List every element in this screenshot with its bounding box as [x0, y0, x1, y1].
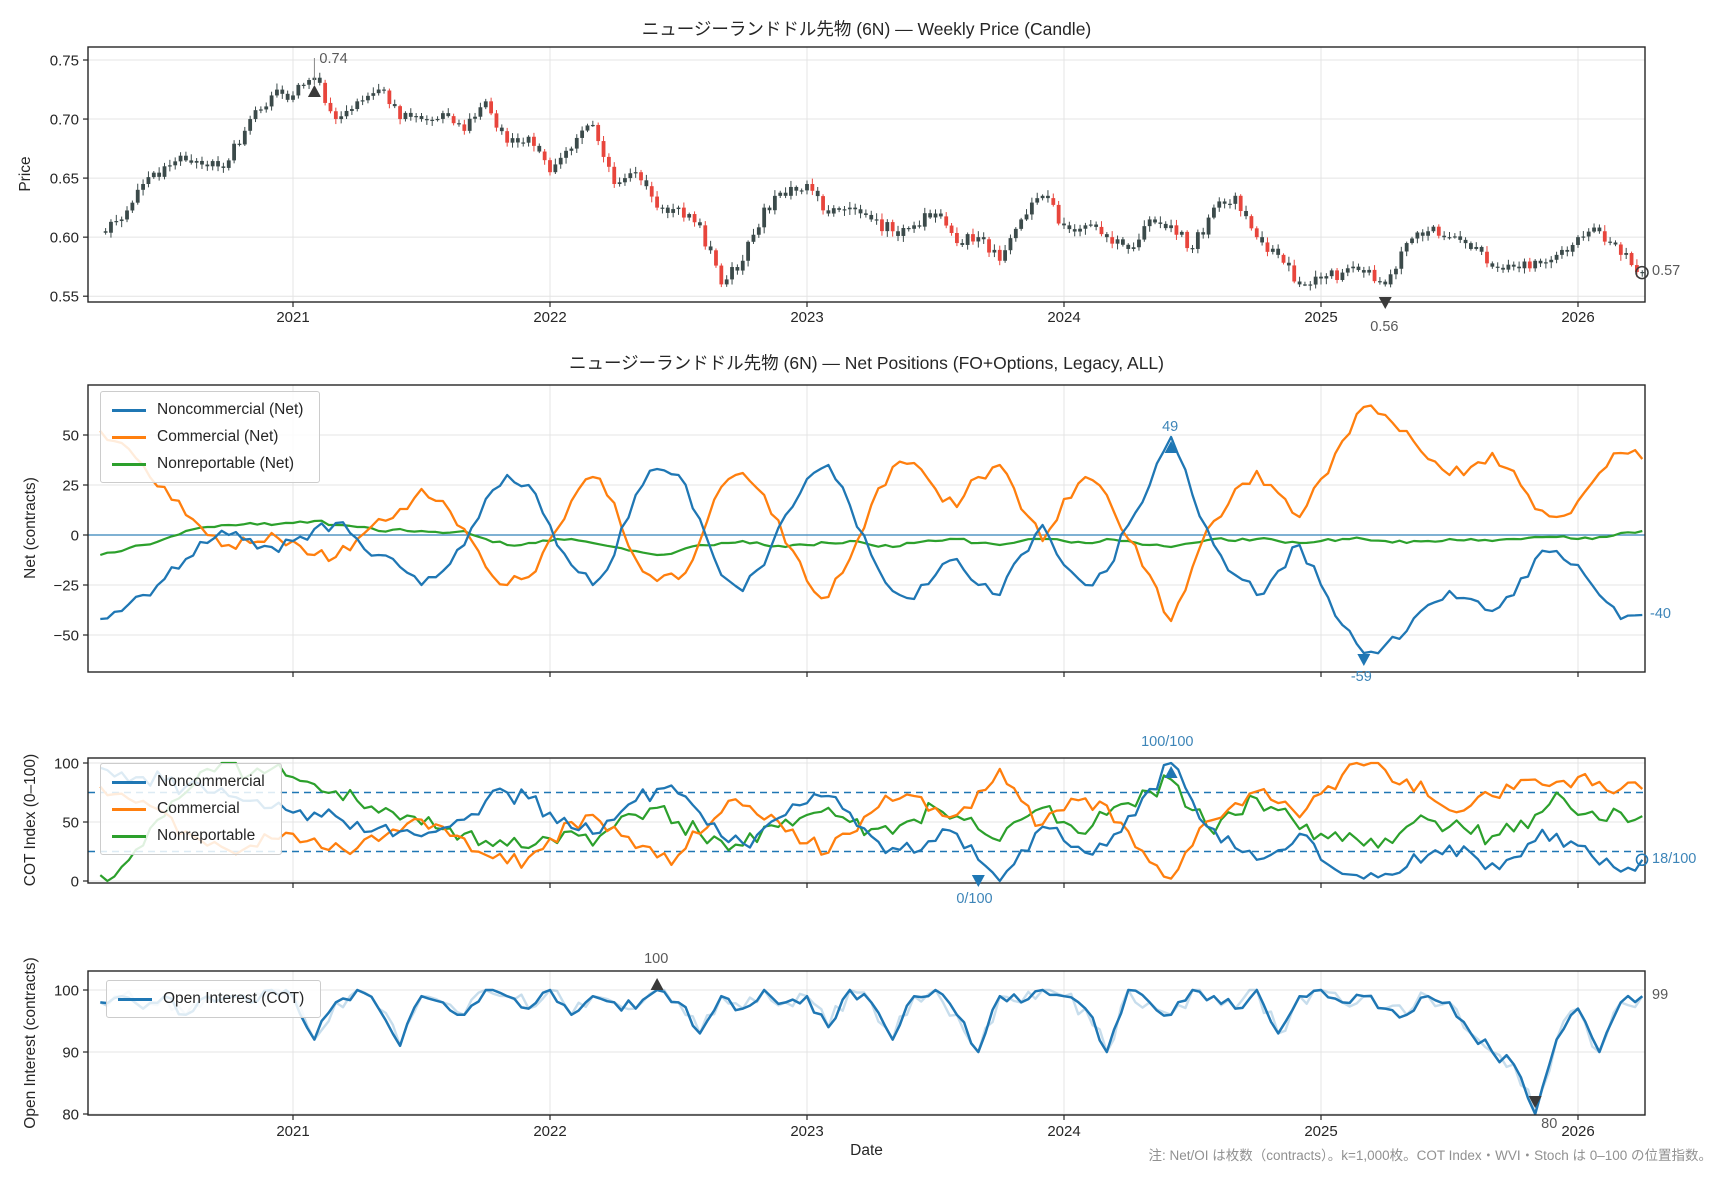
legend-label: Noncommercial [157, 773, 265, 790]
net-min-annotation: -59 [1350, 669, 1372, 685]
cot-last-annotation: 18/100 [1652, 850, 1697, 867]
svg-text:2025: 2025 [1304, 1123, 1337, 1140]
legend-label: Commercial (Net) [157, 428, 279, 445]
svg-text:2026: 2026 [1561, 309, 1594, 326]
legend-item-noncommercial-net: Noncommercial (Net) [112, 401, 303, 419]
price-y-axis-label: Price [17, 156, 34, 192]
legend-label: Nonreportable (Net) [157, 455, 294, 472]
svg-text:0.75: 0.75 [50, 53, 79, 70]
legend-label: Noncommercial (Net) [157, 401, 304, 418]
svg-text:−25: −25 [54, 578, 79, 595]
open-interest-line-swatch [118, 997, 152, 1001]
net-y-axis-label: Net (contracts) [22, 477, 39, 579]
cot-index-series [99, 761, 1644, 883]
cot-index-legend: Noncommercial Commercial Nonreportable [100, 763, 282, 855]
svg-text:0: 0 [71, 874, 79, 891]
svg-text:−50: −50 [54, 628, 79, 645]
svg-text:0.60: 0.60 [50, 230, 79, 247]
svg-text:0.65: 0.65 [50, 171, 79, 188]
svg-text:2021: 2021 [276, 1123, 309, 1140]
cot-y-axis-label: COT Index (0–100) [22, 753, 39, 887]
commercial-line-swatch [112, 435, 146, 439]
svg-text:0: 0 [71, 528, 79, 545]
commercial-line-swatch [112, 807, 146, 811]
svg-text:90: 90 [62, 1045, 79, 1062]
svg-text:50: 50 [62, 428, 79, 445]
svg-text:2024: 2024 [1047, 1123, 1080, 1140]
open-interest-series [99, 988, 1644, 1116]
nonreportable-line-swatch [112, 462, 146, 466]
noncommercial-line-swatch [112, 408, 146, 412]
svg-text:2021: 2021 [276, 309, 309, 326]
svg-text:0.55: 0.55 [50, 289, 79, 306]
price-candles [103, 72, 1645, 291]
net-series [99, 404, 1644, 655]
svg-text:2026: 2026 [1561, 1123, 1594, 1140]
net-legend: Noncommercial (Net) Commercial (Net) Non… [100, 391, 321, 483]
oi-last-annotation: 99 [1652, 987, 1669, 1004]
legend-label: Open Interest (COT) [163, 990, 305, 1007]
oi-min-annotation: 80 [1541, 1116, 1558, 1132]
cot-min-annotation: 0/100 [956, 891, 993, 907]
svg-text:100: 100 [54, 983, 79, 1000]
svg-text:2022: 2022 [533, 1123, 566, 1140]
svg-text:0.70: 0.70 [50, 112, 79, 129]
svg-text:80: 80 [62, 1107, 79, 1124]
legend-item-open-interest: Open Interest (COT) [118, 990, 304, 1008]
net-last-annotation: -40 [1650, 606, 1671, 622]
svg-text:2023: 2023 [790, 309, 823, 326]
svg-text:2023: 2023 [790, 1123, 823, 1140]
legend-item-noncommercial: Noncommercial [112, 773, 265, 791]
svg-text:2025: 2025 [1304, 309, 1337, 326]
footnote: 注: Net/OI は枚数（contracts）。k=1,000枚。COT In… [1148, 1148, 1712, 1163]
legend-item-nonreportable: Nonreportable [112, 827, 265, 845]
net-panel-title: ニュージーランドドル先物 (6N) — Net Positions (FO+Op… [569, 353, 1164, 373]
oi-max-annotation: 100 [644, 951, 669, 967]
price-peak-annotation: 0.74 [319, 51, 348, 67]
cot-max-annotation: 100/100 [1141, 734, 1194, 750]
svg-text:2024: 2024 [1047, 309, 1080, 326]
svg-text:2022: 2022 [533, 309, 566, 326]
net-max-annotation: 49 [1162, 419, 1179, 435]
price-last-annotation: 0.57 [1652, 262, 1681, 279]
legend-item-commercial-net: Commercial (Net) [112, 428, 303, 446]
price-panel-title: ニュージーランドドル先物 (6N) — Weekly Price (Candle… [641, 19, 1092, 39]
legend-label: Commercial [157, 800, 240, 817]
svg-text:50: 50 [62, 815, 79, 832]
svg-text:25: 25 [62, 478, 79, 495]
oi-legend: Open Interest (COT) [106, 980, 322, 1018]
noncommercial-line-swatch [112, 780, 146, 784]
nonreportable-line-swatch [112, 834, 146, 838]
legend-item-nonreportable-net: Nonreportable (Net) [112, 455, 303, 473]
svg-text:100: 100 [54, 756, 79, 773]
legend-item-commercial: Commercial [112, 800, 265, 818]
legend-label: Nonreportable [157, 827, 256, 844]
x-axis-label: Date [850, 1142, 883, 1159]
oi-y-axis-label: Open Interest (contracts) [22, 957, 39, 1129]
price-trough-annotation: 0.56 [1370, 319, 1399, 335]
